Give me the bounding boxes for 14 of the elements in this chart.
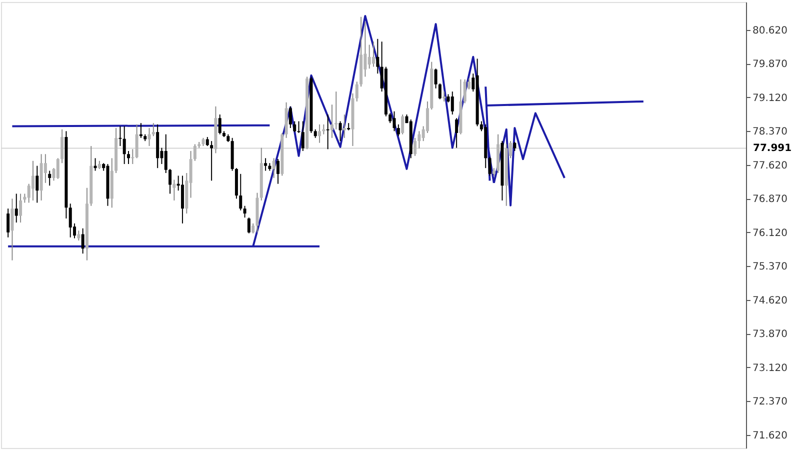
y-tick-label: 73.120 bbox=[752, 362, 788, 374]
y-tick-label: 78.370 bbox=[752, 126, 788, 138]
y-tick-label: 72.370 bbox=[752, 396, 788, 408]
y-tick-label: 71.620 bbox=[752, 430, 788, 442]
ref-line-label: 77.991 bbox=[753, 143, 792, 154]
y-tick-label: 79.120 bbox=[752, 92, 788, 104]
y-tick-label: 79.870 bbox=[752, 59, 788, 70]
y-tick-label: 76.870 bbox=[752, 194, 788, 206]
y-tick-label: 77.620 bbox=[752, 160, 788, 172]
y-tick-label: 76.120 bbox=[752, 228, 788, 239]
y-tick-label: 73.870 bbox=[752, 329, 788, 340]
y-tick-label: 75.370 bbox=[752, 262, 788, 273]
y-tick-label: 80.620 bbox=[752, 25, 788, 36]
y-tick-label: 74.620 bbox=[752, 295, 788, 306]
